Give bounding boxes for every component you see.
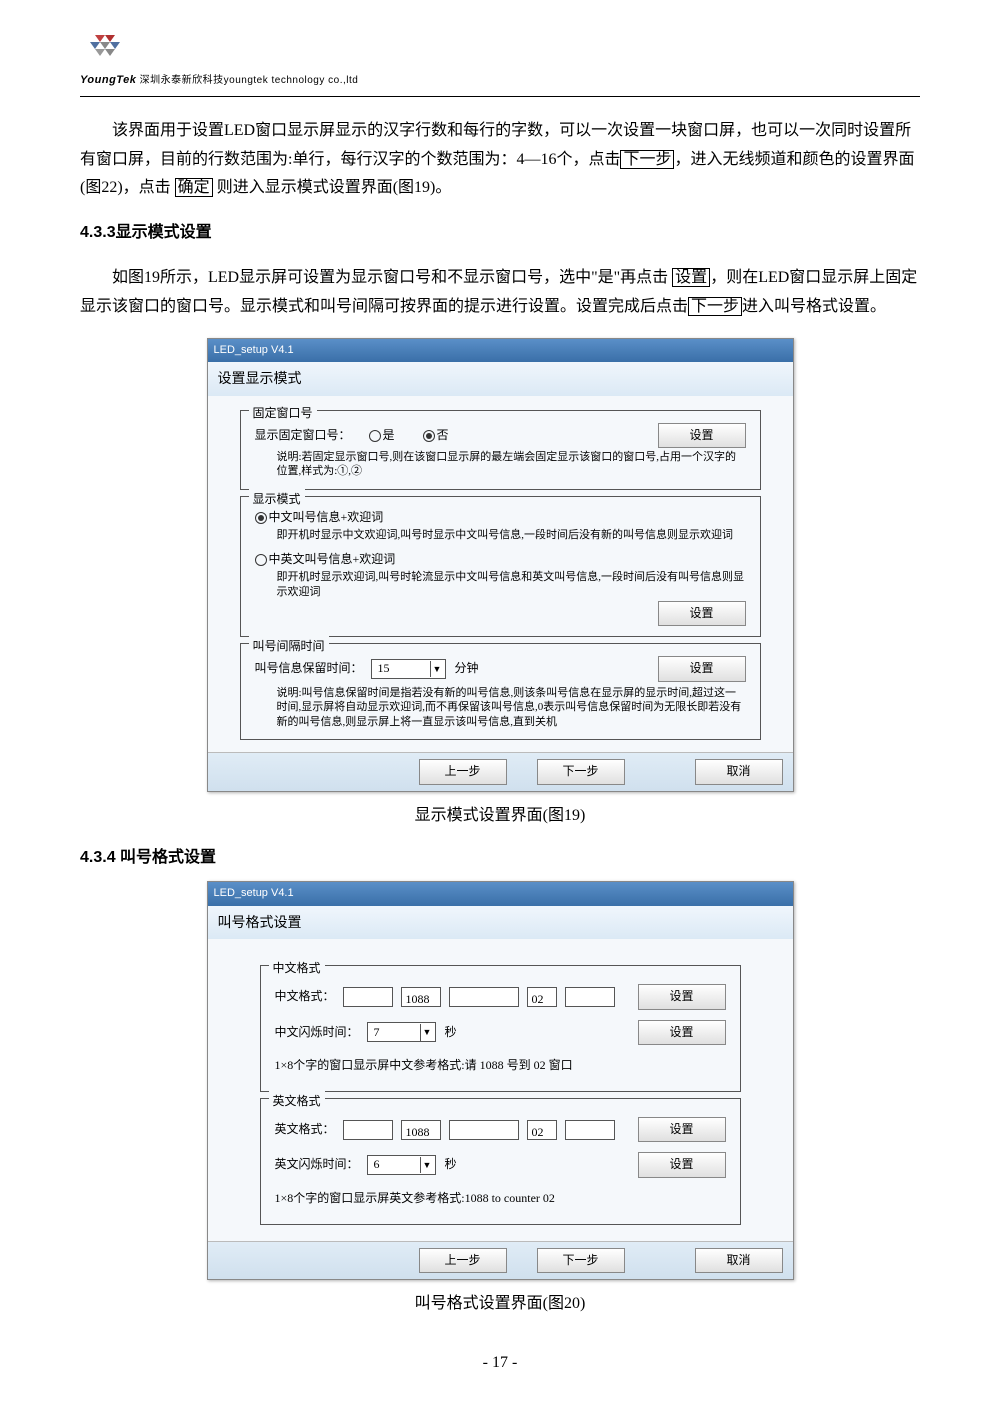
fieldset-display-mode: 显示模式 中文叫号信息+欢迎词 即开机时显示中文欢迎词,叫号时显示中文叫号信息,… bbox=[240, 496, 761, 638]
flash-label: 中文闪烁时间： bbox=[275, 1022, 359, 1044]
button-bar: 上一步 下一步 取消 bbox=[208, 1241, 793, 1280]
window-subtitle: 设置显示模式 bbox=[208, 362, 793, 395]
set-button[interactable]: 设置 bbox=[638, 984, 726, 1010]
logo-icon bbox=[80, 30, 130, 65]
legend: 中文格式 bbox=[269, 958, 325, 980]
app-window-display-mode: LED_setup V4.1 设置显示模式 固定窗口号 显示固定窗口号： 是 否… bbox=[207, 338, 794, 792]
field-5[interactable] bbox=[565, 1120, 615, 1140]
prev-button[interactable]: 上一步 bbox=[419, 1248, 507, 1274]
set-button[interactable]: 设置 bbox=[658, 601, 746, 627]
set-button[interactable]: 设置 bbox=[638, 1117, 726, 1143]
next-step-box: 下一步 bbox=[620, 150, 674, 169]
field-2[interactable]: 1088 bbox=[401, 987, 441, 1007]
field-1[interactable] bbox=[343, 1120, 393, 1140]
radio-opt1[interactable] bbox=[255, 512, 267, 524]
field-3[interactable] bbox=[449, 987, 519, 1007]
next-button[interactable]: 下一步 bbox=[537, 759, 625, 785]
radio-no[interactable] bbox=[423, 430, 435, 442]
paragraph-2: 如图19所示，LED显示屏可设置为显示窗口号和不显示窗口号，选中"是"再点击 设… bbox=[80, 264, 920, 322]
radio-opt2[interactable] bbox=[255, 554, 267, 566]
legend: 英文格式 bbox=[269, 1091, 325, 1113]
opt1-label: 中文叫号信息+欢迎词 bbox=[269, 510, 384, 524]
section-434: 4.3.4 叫号格式设置 bbox=[80, 844, 920, 873]
page-number: - 17 - bbox=[80, 1349, 920, 1378]
company-text: YoungTek 深圳永泰新欣科技youngtek technology co.… bbox=[80, 75, 358, 86]
legend: 叫号间隔时间 bbox=[249, 636, 329, 658]
legend: 固定窗口号 bbox=[249, 403, 317, 425]
caption-1: 显示模式设置界面(图19) bbox=[80, 802, 920, 831]
fieldset-interval: 叫号间隔时间 叫号信息保留时间： 15▼ 分钟 设置 说明:叫号信息保留时间是指… bbox=[240, 643, 761, 739]
logo-header: YoungTek 深圳永泰新欣科技youngtek technology co.… bbox=[80, 30, 920, 97]
flash-time-select[interactable]: 6▼ bbox=[367, 1155, 437, 1175]
label: 显示固定窗口号： bbox=[255, 425, 351, 447]
confirm-box: 确定 bbox=[175, 178, 213, 197]
button-bar: 上一步 下一步 取消 bbox=[208, 752, 793, 791]
set-button[interactable]: 设置 bbox=[658, 656, 746, 682]
set-button[interactable]: 设置 bbox=[638, 1152, 726, 1178]
section-433: 4.3.3显示模式设置 bbox=[80, 219, 920, 248]
retain-time-select[interactable]: 15▼ bbox=[371, 659, 447, 679]
titlebar: LED_setup V4.1 bbox=[208, 339, 793, 363]
fieldset-chinese: 中文格式 中文格式： 108802 设置 中文闪烁时间： 7▼ 秒 设置 1×8… bbox=[260, 965, 741, 1092]
flash-time-select[interactable]: 7▼ bbox=[367, 1022, 437, 1042]
cancel-button[interactable]: 取消 bbox=[695, 1248, 783, 1274]
opt2-label: 中英文叫号信息+欢迎词 bbox=[269, 552, 396, 566]
radio-no-label: 否 bbox=[437, 428, 449, 442]
ref-text: 1×8个字的窗口显示屏英文参考格式:1088 to counter 02 bbox=[275, 1188, 726, 1210]
unit: 秒 bbox=[444, 1022, 456, 1044]
opt2-desc: 即开机时显示欢迎词,叫号时轮流显示中文叫号信息和英文叫号信息,一段时间后没有叫号… bbox=[255, 570, 746, 599]
unit: 秒 bbox=[444, 1154, 456, 1176]
app-window-call-format: LED_setup V4.1 叫号格式设置 中文格式 中文格式： 108802 … bbox=[207, 881, 794, 1280]
label: 中文格式： bbox=[275, 986, 335, 1008]
flash-label: 英文闪烁时间： bbox=[275, 1154, 359, 1176]
opt1-desc: 即开机时显示中文欢迎词,叫号时显示中文叫号信息,一段时间后没有新的叫号信息则显示… bbox=[255, 528, 746, 542]
radio-yes-label: 是 bbox=[383, 428, 395, 442]
paragraph-1: 该界面用于设置LED窗口显示屏显示的汉字行数和每行的字数，可以一次设置一块窗口屏… bbox=[80, 117, 920, 203]
caption-2: 叫号格式设置界面(图20) bbox=[80, 1290, 920, 1319]
fieldset-fixed-window: 固定窗口号 显示固定窗口号： 是 否 设置 说明:若固定显示窗口号,则在该窗口显… bbox=[240, 410, 761, 490]
field-4[interactable]: 02 bbox=[527, 987, 557, 1007]
cancel-button[interactable]: 取消 bbox=[695, 759, 783, 785]
label: 英文格式： bbox=[275, 1119, 335, 1141]
note: 说明:叫号信息保留时间是指若没有新的叫号信息,则该条叫号信息在显示屏的显示时间,… bbox=[255, 686, 746, 729]
next-step-box-2: 下一步 bbox=[688, 297, 742, 316]
set-box: 设置 bbox=[672, 268, 710, 287]
field-5[interactable] bbox=[565, 987, 615, 1007]
field-3[interactable] bbox=[449, 1120, 519, 1140]
label: 叫号信息保留时间： bbox=[255, 658, 363, 680]
unit: 分钟 bbox=[454, 658, 478, 680]
field-2[interactable]: 1088 bbox=[401, 1120, 441, 1140]
field-4[interactable]: 02 bbox=[527, 1120, 557, 1140]
note: 说明:若固定显示窗口号,则在该窗口显示屏的最左端会固定显示该窗口的窗口号,占用一… bbox=[255, 450, 746, 479]
set-button[interactable]: 设置 bbox=[638, 1020, 726, 1046]
ref-text: 1×8个字的窗口显示屏中文参考格式:请 1088 号到 02 窗口 bbox=[275, 1055, 726, 1077]
field-1[interactable] bbox=[343, 987, 393, 1007]
legend: 显示模式 bbox=[249, 489, 305, 511]
radio-yes[interactable] bbox=[369, 430, 381, 442]
window-subtitle: 叫号格式设置 bbox=[208, 906, 793, 939]
next-button[interactable]: 下一步 bbox=[537, 1248, 625, 1274]
prev-button[interactable]: 上一步 bbox=[419, 759, 507, 785]
titlebar: LED_setup V4.1 bbox=[208, 882, 793, 906]
fieldset-english: 英文格式 英文格式： 108802 设置 英文闪烁时间： 6▼ 秒 设置 1×8… bbox=[260, 1098, 741, 1225]
set-button[interactable]: 设置 bbox=[658, 423, 746, 449]
